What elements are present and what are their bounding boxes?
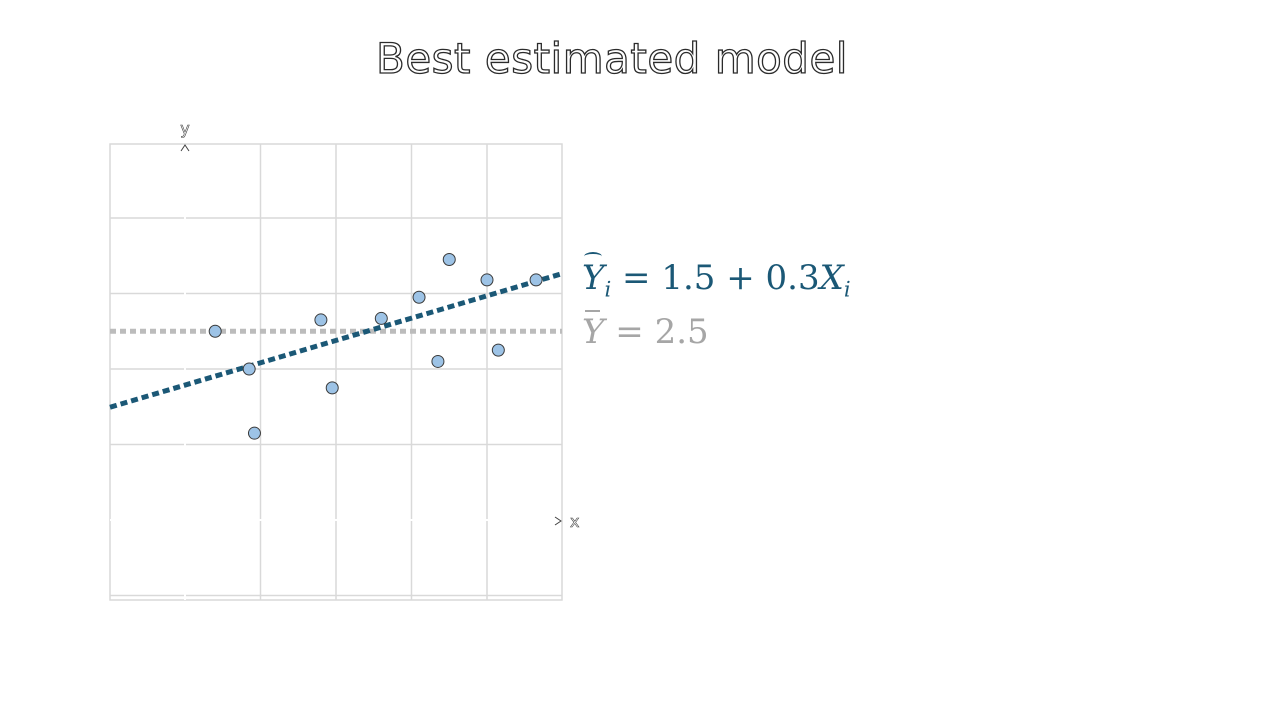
data-point [325, 381, 339, 395]
grid [109, 143, 563, 601]
model-equals: = [622, 258, 651, 298]
data-point [442, 253, 456, 267]
x-symbol: X [819, 258, 844, 298]
data-point [529, 273, 543, 287]
model-slope: 0.3 [765, 258, 820, 298]
data-point [242, 362, 256, 376]
data-points [208, 253, 543, 440]
axes: y x [110, 119, 580, 600]
model-intercept: 1.5 [661, 258, 716, 298]
x-subscript: i [843, 276, 851, 302]
data-point [314, 313, 328, 327]
mean-value: 2.5 [654, 312, 709, 352]
y-bar-symbol: Y [582, 310, 605, 352]
data-point [480, 273, 494, 287]
data-point [431, 354, 445, 368]
y-hat-subscript: i [604, 276, 612, 302]
mean-equation: Y = 2.5 [582, 310, 709, 352]
data-point [374, 311, 388, 325]
x-axis-label: x [570, 512, 579, 531]
data-point [247, 426, 261, 440]
mean-equals: = [615, 312, 644, 352]
reference-lines [109, 271, 563, 410]
data-point [491, 343, 505, 357]
y-axis-arrow-icon [180, 144, 190, 152]
x-axis-arrow-icon [554, 516, 562, 526]
data-point [208, 324, 222, 338]
y-hat-symbol: Y [582, 252, 605, 298]
data-point [412, 290, 426, 304]
slide-title: Best estimated model [375, 33, 848, 83]
model-equation: Yi = 1.5 + 0.3Xi [582, 252, 851, 302]
model-plus: + [726, 258, 755, 298]
fit-line [109, 271, 563, 410]
y-axis-label: y [180, 119, 189, 138]
